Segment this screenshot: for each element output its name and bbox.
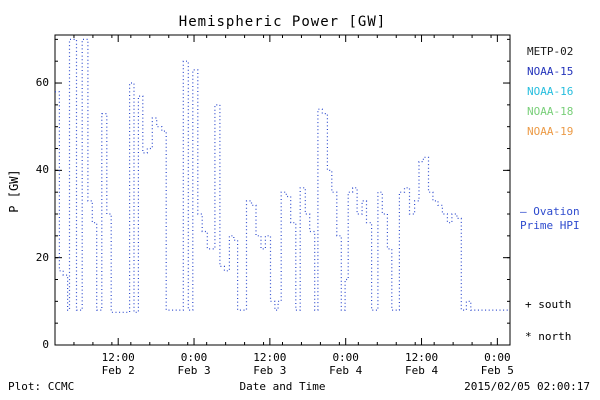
x-tick-time: 12:00 bbox=[404, 351, 439, 364]
ovation-legend-line-1: — Ovation bbox=[520, 205, 580, 218]
x-tick-label: 12:00 Feb 4 bbox=[392, 351, 452, 377]
axis-box bbox=[54, 34, 511, 346]
ovation-prime-hpi-legend: — Ovation Prime HPI bbox=[520, 205, 580, 233]
y-tick-label: 40 bbox=[35, 163, 49, 177]
legend-item-noaa-19: NOAA-19 bbox=[527, 125, 574, 138]
x-tick-label: 12:00 Feb 2 bbox=[88, 351, 148, 377]
legend-item-metp-02: METP-02 bbox=[527, 45, 574, 58]
ovation-legend-line-2: Prime HPI bbox=[520, 219, 580, 232]
x-tick-time: 0:00 bbox=[332, 351, 359, 364]
x-tick-date: Feb 5 bbox=[480, 364, 514, 377]
x-tick-time: 0:00 bbox=[180, 351, 208, 364]
footer-plot-source: Plot: CCMC bbox=[8, 380, 75, 393]
x-axis-title: Date and Time bbox=[239, 380, 326, 393]
x-tick-date: Feb 2 bbox=[101, 364, 135, 377]
legend-item-noaa-16: NOAA-16 bbox=[527, 85, 574, 98]
footer-timestamp: 2015/02/05 02:00:17 bbox=[464, 380, 590, 393]
x-tick-date: Feb 4 bbox=[404, 364, 439, 377]
chart-title: Hemispheric Power [GW] bbox=[178, 14, 387, 30]
x-tick-date: Feb 3 bbox=[177, 364, 211, 377]
south-marker-label: + south bbox=[525, 298, 572, 311]
north-marker-label: * north bbox=[525, 330, 572, 343]
x-tick-date: Feb 4 bbox=[329, 364, 363, 377]
x-tick-label: 0:00 Feb 4 bbox=[316, 351, 376, 377]
x-tick-date: Feb 3 bbox=[253, 364, 287, 377]
legend-item-noaa-18: NOAA-18 bbox=[527, 105, 574, 118]
y-tick-label: 20 bbox=[35, 250, 49, 264]
x-tick-label: 0:00 Feb 3 bbox=[164, 351, 224, 377]
legend-item-noaa-15: NOAA-15 bbox=[527, 65, 574, 78]
y-tick-label: 60 bbox=[35, 76, 49, 90]
x-tick-label: 0:00 Feb 5 bbox=[467, 351, 527, 377]
hpi-step-line bbox=[55, 38, 510, 313]
x-tick-time: 12:00 bbox=[253, 351, 287, 364]
x-tick-label: 12:00 Feb 3 bbox=[240, 351, 300, 377]
y-tick-label: 0 bbox=[42, 338, 49, 351]
x-tick-time: 0:00 bbox=[484, 351, 511, 364]
x-tick-time: 12:00 bbox=[101, 351, 135, 364]
